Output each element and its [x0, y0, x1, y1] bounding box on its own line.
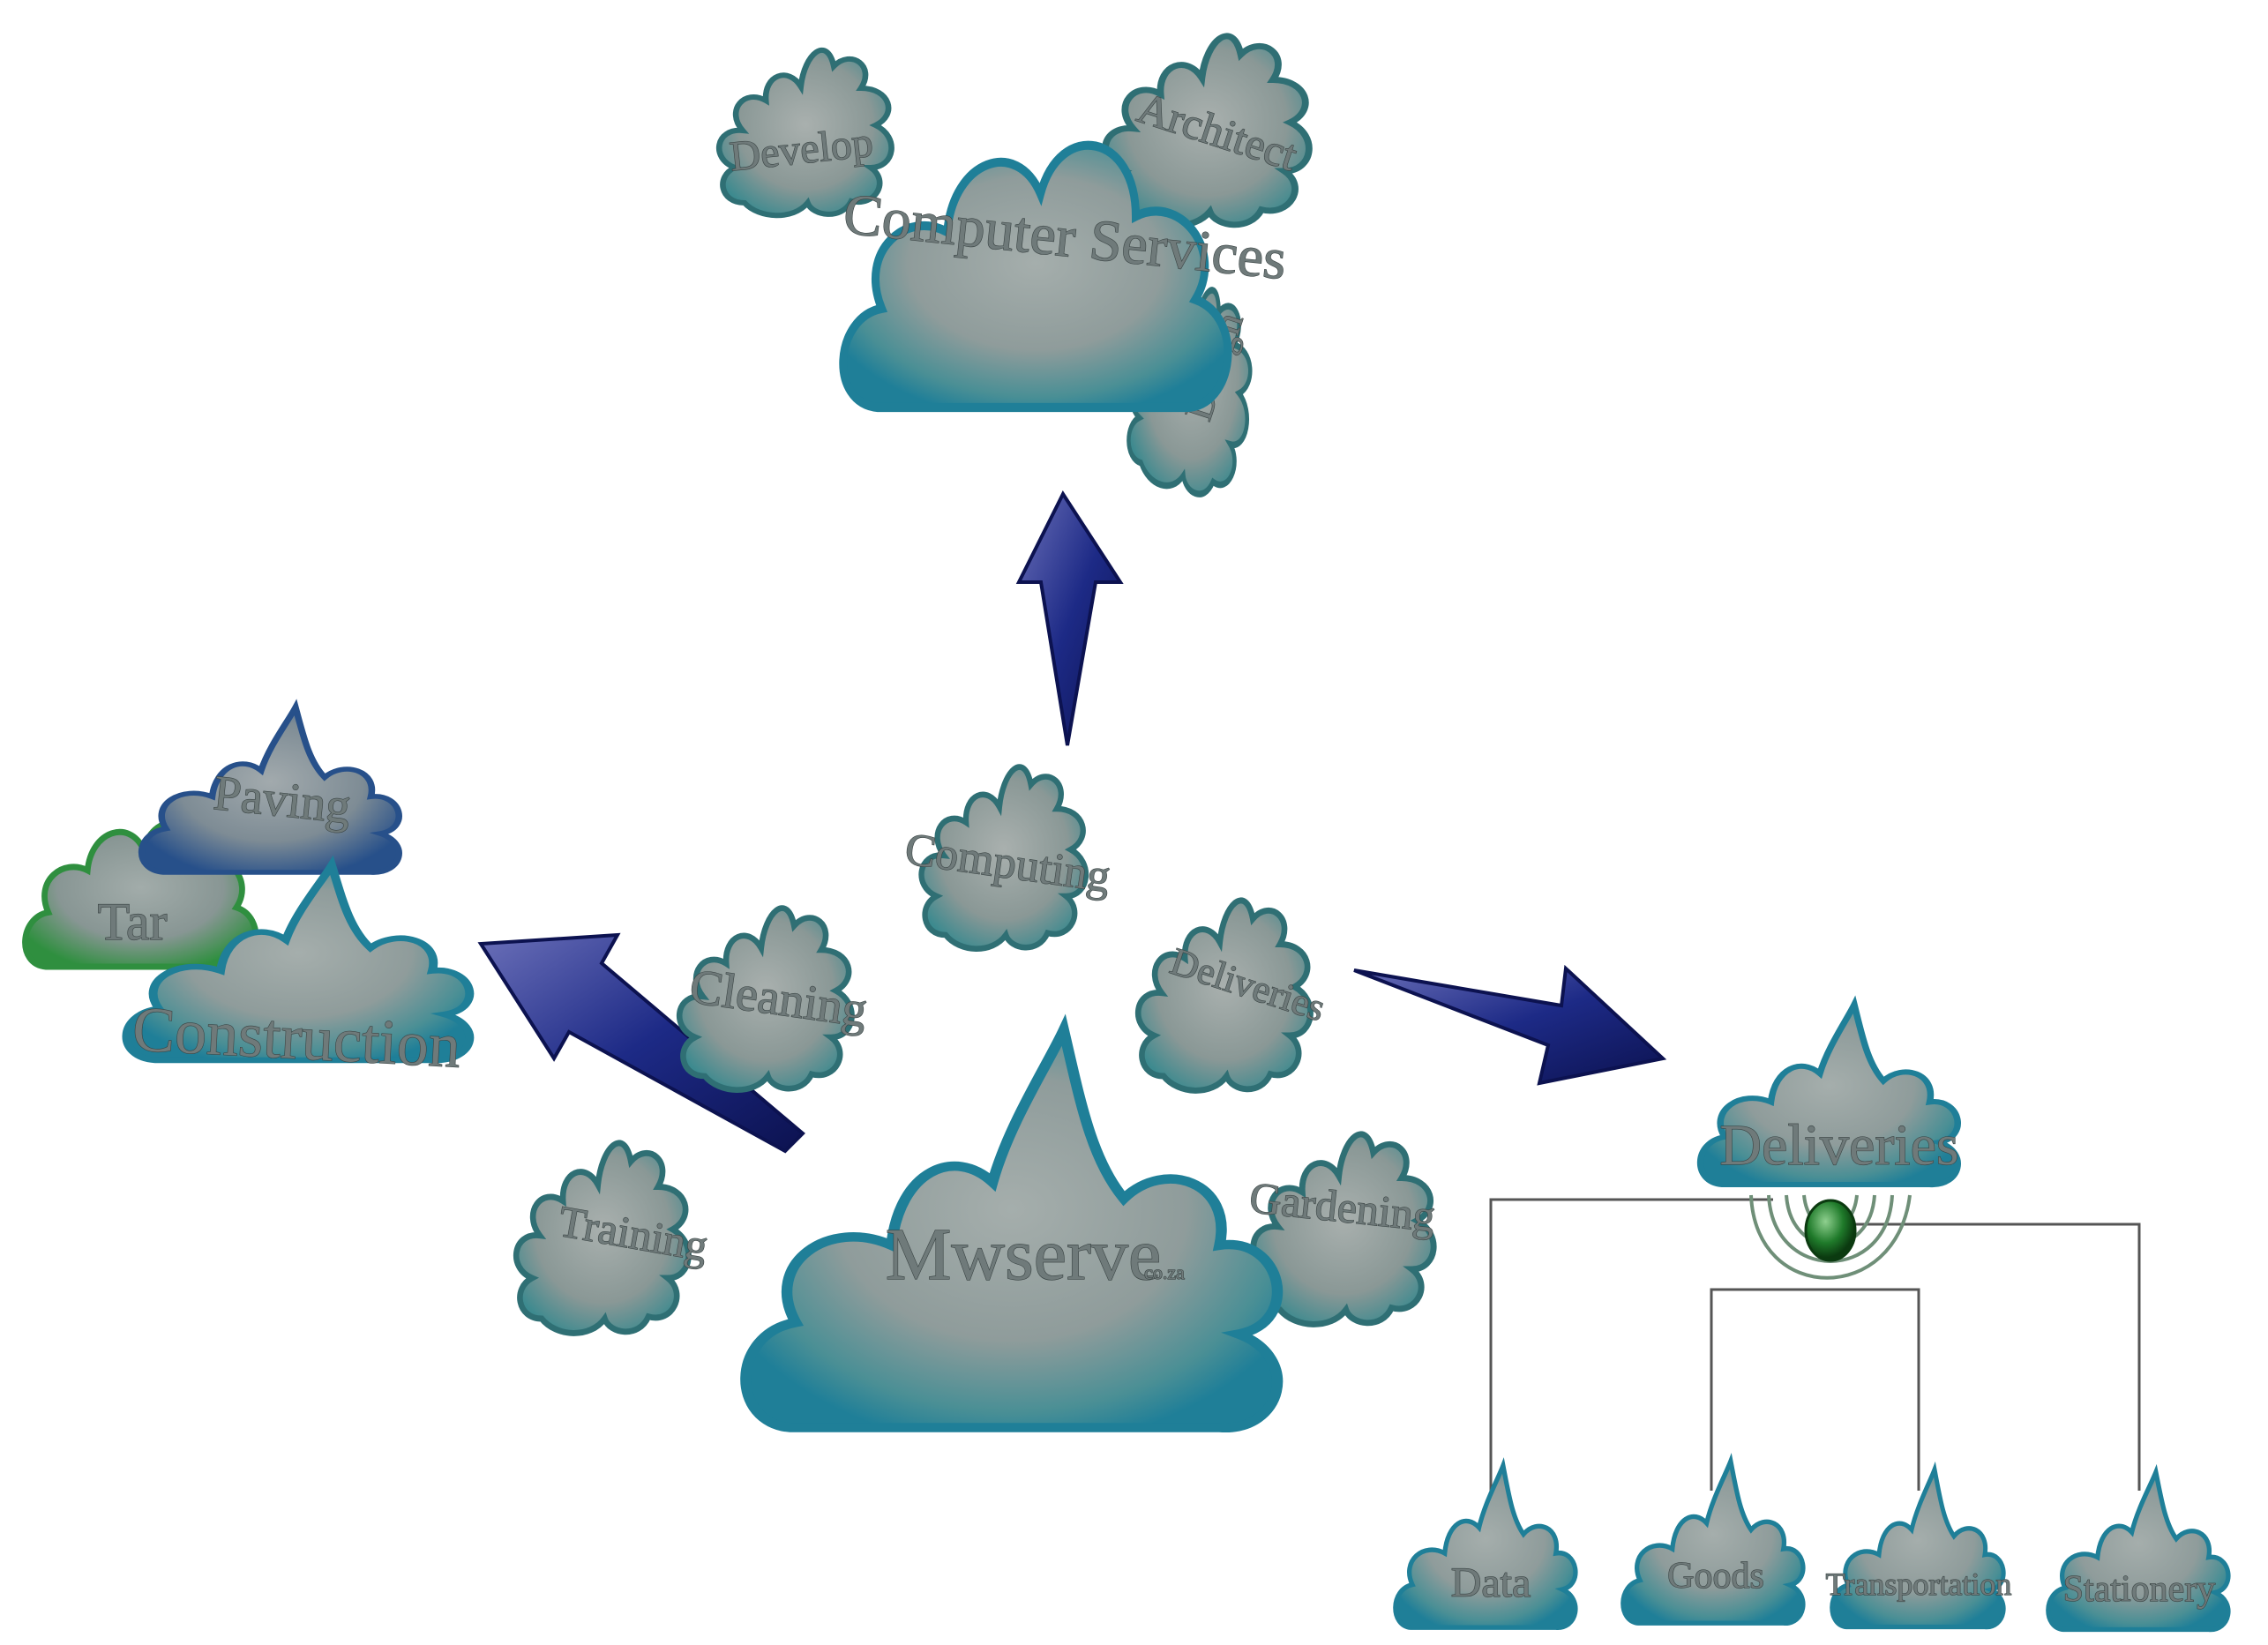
cloud-data: Data	[1396, 1466, 1576, 1628]
cloud-computer-services: Computer Services	[841, 146, 1290, 408]
connector-transportation	[1800, 1288, 1920, 1491]
data-label: Data	[1451, 1559, 1531, 1606]
goods-label: Goods	[1667, 1556, 1764, 1596]
deliveries-label: Deliveries	[1719, 1113, 1958, 1178]
cloud-goods: Goods	[1623, 1462, 1803, 1624]
cloud-computing: Computing	[902, 767, 1114, 949]
connector-data	[1489, 1198, 1773, 1491]
construction-label: Construction	[131, 993, 462, 1080]
arrow-up-to-computer-services	[1015, 490, 1124, 746]
stationery-label: Stationery	[2063, 1569, 2216, 1610]
hub-suffix: co.za	[1144, 1261, 1185, 1283]
cloud-paving: Paving	[142, 707, 400, 872]
cloud-transportation: Transportation	[1825, 1469, 2012, 1627]
connector-goods	[1710, 1288, 1800, 1491]
cloud-deliveries: Deliveries	[1701, 1005, 1959, 1185]
transportation-label: Transportation	[1826, 1566, 2012, 1602]
cloud-training: Training	[516, 1143, 712, 1334]
cloud-stationery: Stationery	[2048, 1472, 2228, 1630]
cloud-develop: Develop	[719, 50, 891, 215]
cloud-tar: Tar	[25, 823, 256, 967]
cloud-mwserve-hub: Mwserve co.za	[745, 1030, 1277, 1428]
deliveries-node	[1804, 1199, 1857, 1262]
cloud-cleaning: Cleaning	[679, 908, 872, 1090]
hub-label: Mwserve	[886, 1214, 1162, 1296]
cloud-architect: Architect	[1105, 36, 1309, 227]
connector-stationery	[1826, 1223, 2141, 1491]
deliveries-connectors	[1489, 1198, 2141, 1491]
paving-label: Paving	[211, 766, 353, 834]
tar-label: Tar	[97, 893, 167, 951]
cloud-construction: Construction	[126, 865, 469, 1081]
cloud-deliveries-service: Deliveries	[1138, 901, 1331, 1091]
arrow-left-to-construction	[477, 932, 805, 1154]
cloud-gardening: Gardening	[1246, 1134, 1438, 1325]
arrow-right-to-deliveries	[1353, 964, 1667, 1086]
